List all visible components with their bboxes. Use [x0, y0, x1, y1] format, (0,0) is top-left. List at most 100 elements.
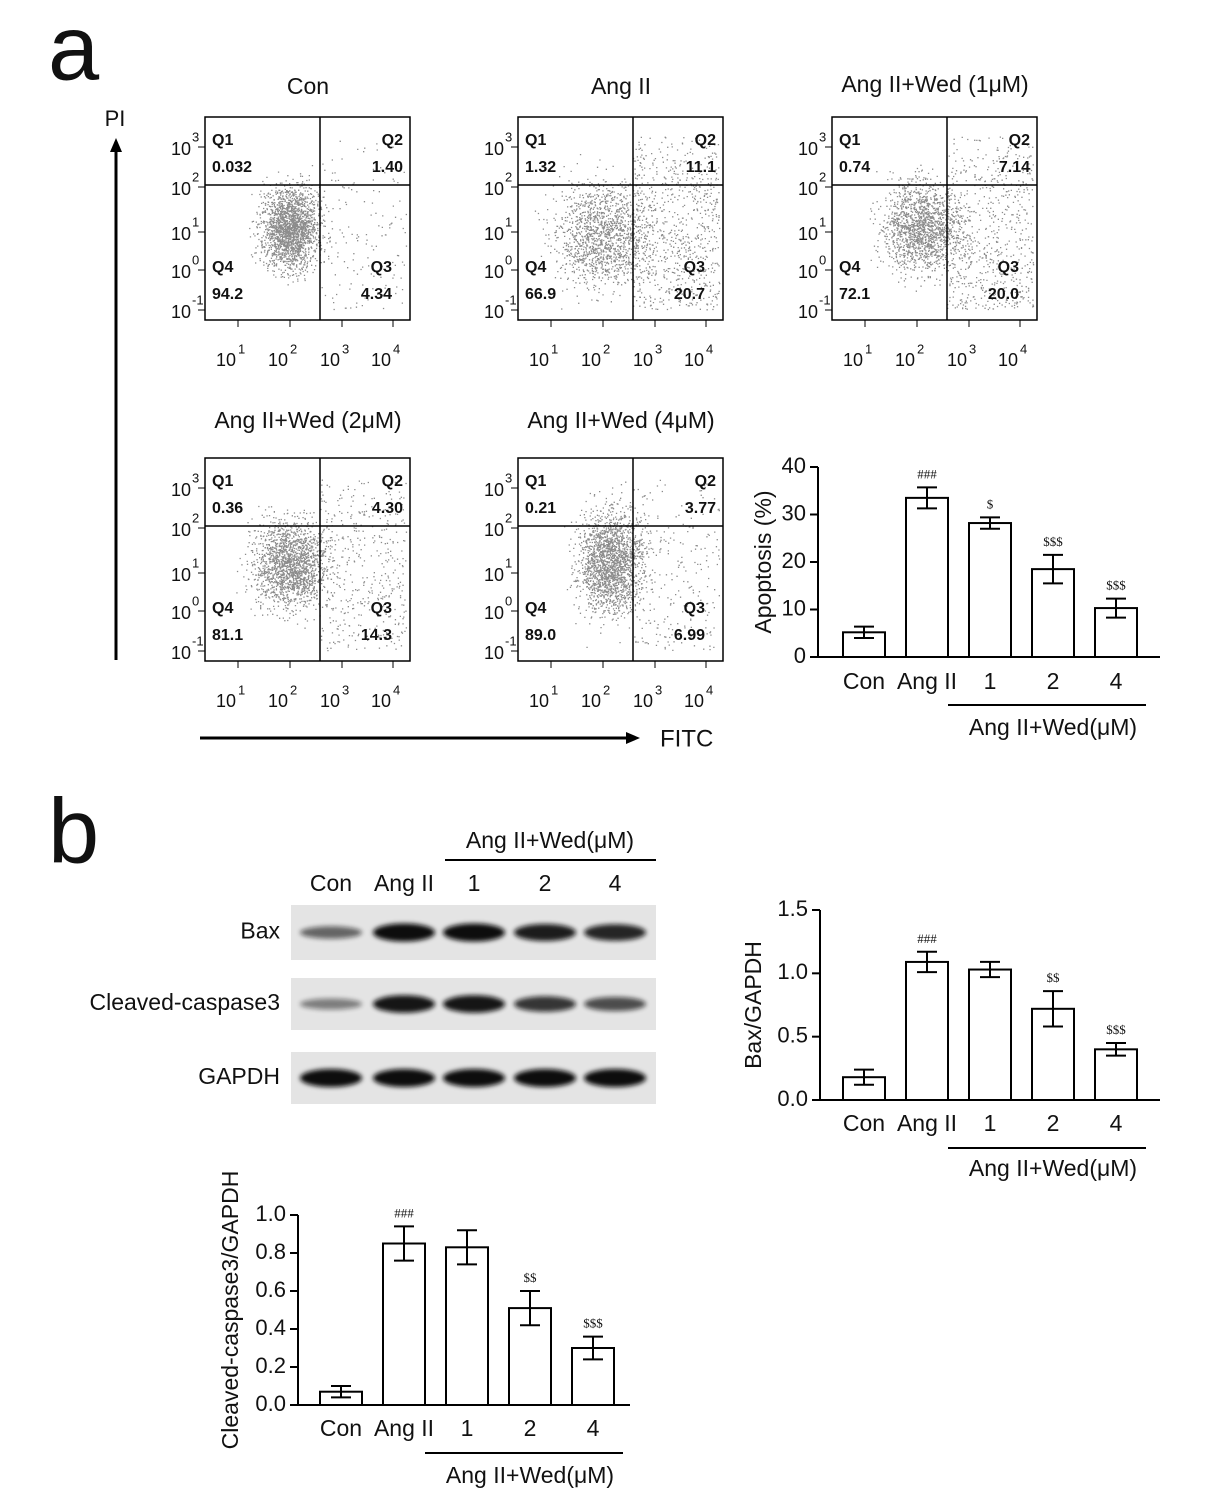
x-tick-exponent: 4 — [1020, 341, 1027, 356]
quadrant-name: Q4 — [839, 259, 860, 276]
y-tick-label: 0 — [794, 643, 806, 668]
plot-title: Con — [287, 73, 329, 99]
y-tick-exponent: 2 — [505, 169, 512, 184]
y-tick-label: 30 — [782, 500, 806, 525]
x-tick-exponent: 2 — [603, 682, 610, 697]
blot-band — [373, 923, 435, 942]
quadrant-name: Q3 — [371, 600, 392, 617]
y-tick-base: 10 — [171, 139, 191, 159]
blot-band — [514, 1069, 576, 1087]
y-tick-base: 10 — [798, 139, 818, 159]
blot-row-label: Cleaved-caspase3 — [89, 989, 280, 1015]
quadrant-name: Q2 — [382, 473, 403, 490]
y-axis-label: Cleaved-caspase3/GAPDH — [217, 1171, 243, 1450]
quadrant-value: 14.3 — [361, 627, 392, 644]
y-tick-label: 1.5 — [777, 896, 808, 921]
panel-label: b — [48, 780, 99, 882]
blot-band — [584, 997, 646, 1011]
significance-mark: $$$ — [1106, 578, 1126, 593]
x-tick-label: Con — [320, 1415, 362, 1441]
y-tick-base: 10 — [798, 224, 818, 244]
y-tick-exponent: -1 — [819, 292, 831, 307]
y-tick-base: 10 — [171, 480, 191, 500]
y-tick-exponent: 0 — [192, 252, 199, 267]
significance-mark: ### — [394, 1205, 414, 1220]
x-tick-base: 10 — [216, 350, 236, 370]
quadrant-value: 1.40 — [372, 159, 403, 176]
quadrant-value: 1.32 — [525, 159, 556, 176]
x-tick-exponent: 4 — [393, 341, 400, 356]
error-bar — [980, 960, 1000, 979]
x-tick-base: 10 — [216, 691, 236, 711]
quadrant-name: Q1 — [212, 132, 233, 149]
quadrant-name: Q2 — [695, 473, 716, 490]
blot-band — [443, 1069, 505, 1087]
x-tick-label: Con — [843, 668, 885, 694]
lane-label: 1 — [468, 870, 481, 896]
x-tick-base: 10 — [529, 691, 549, 711]
blot-row-label: GAPDH — [198, 1063, 280, 1089]
x-tick-base: 10 — [581, 691, 601, 711]
y-tick-exponent: 1 — [192, 214, 199, 229]
y-tick-exponent: 0 — [505, 252, 512, 267]
error-bar — [1106, 597, 1126, 619]
error-bar — [980, 516, 1000, 530]
y-tick-base: 10 — [484, 224, 504, 244]
plot-frame — [831, 116, 1038, 321]
quadrant-value: 7.14 — [999, 159, 1030, 176]
plot-title: Ang II+Wed (4μM) — [527, 407, 714, 433]
x-tick-base: 10 — [268, 350, 288, 370]
y-tick-label: 0.8 — [255, 1239, 286, 1264]
error-bar — [854, 1068, 874, 1086]
significance-mark: $$$ — [1043, 534, 1063, 549]
blot-band — [300, 926, 362, 939]
error-bar — [1043, 553, 1063, 585]
scatter-dots — [564, 479, 721, 652]
x-tick-exponent: 4 — [393, 682, 400, 697]
y-tick-label: 10 — [782, 595, 806, 620]
quadrant-value: 20.0 — [988, 286, 1019, 303]
x-tick-exponent: 3 — [342, 682, 349, 697]
y-tick-label: 1.0 — [777, 959, 808, 984]
y-tick-base: 10 — [484, 603, 504, 623]
y-tick-label: 20 — [782, 548, 806, 573]
x-tick-base: 10 — [895, 350, 915, 370]
y-tick-exponent: 0 — [192, 593, 199, 608]
x-tick-exponent: 2 — [290, 682, 297, 697]
y-tick-exponent: 2 — [192, 169, 199, 184]
x-tick-base: 10 — [268, 691, 288, 711]
x-tick-label: Ang II — [374, 1415, 434, 1441]
group-label: Ang II+Wed(μM) — [446, 1462, 614, 1488]
quadrant-name: Q3 — [684, 259, 705, 276]
quadrant-name: Q4 — [212, 259, 233, 276]
y-tick-label: 0.2 — [255, 1353, 286, 1378]
y-tick-base: 10 — [798, 262, 818, 282]
blot-band — [300, 1069, 362, 1087]
error-bar — [1043, 990, 1063, 1028]
x-tick-label: 2 — [1047, 1110, 1060, 1136]
x-tick-base: 10 — [684, 350, 704, 370]
y-tick-label: 1.0 — [255, 1201, 286, 1226]
x-tick-exponent: 2 — [603, 341, 610, 356]
quadrant-value: 4.34 — [361, 286, 392, 303]
quadrant-name: Q1 — [525, 132, 546, 149]
y-tick-base: 10 — [171, 643, 191, 663]
y-tick-exponent: 2 — [192, 510, 199, 525]
blot-band — [373, 995, 435, 1013]
quadrant-value: 89.0 — [525, 627, 556, 644]
error-bar — [394, 1225, 414, 1262]
y-tick-exponent: 3 — [505, 470, 512, 485]
bar — [905, 496, 949, 658]
y-tick-base: 10 — [484, 520, 504, 540]
y-tick-exponent: 3 — [192, 129, 199, 144]
quadrant-value: 72.1 — [839, 286, 870, 303]
x-tick-exponent: 3 — [655, 341, 662, 356]
plot-frame — [204, 457, 411, 662]
y-tick-exponent: -1 — [505, 633, 517, 648]
significance-mark: $$$ — [1106, 1022, 1126, 1037]
x-tick-label: 4 — [587, 1415, 600, 1441]
bar — [968, 968, 1012, 1101]
y-tick-exponent: 3 — [505, 129, 512, 144]
x-tick-base: 10 — [998, 350, 1018, 370]
x-tick-label: 1 — [984, 1110, 997, 1136]
